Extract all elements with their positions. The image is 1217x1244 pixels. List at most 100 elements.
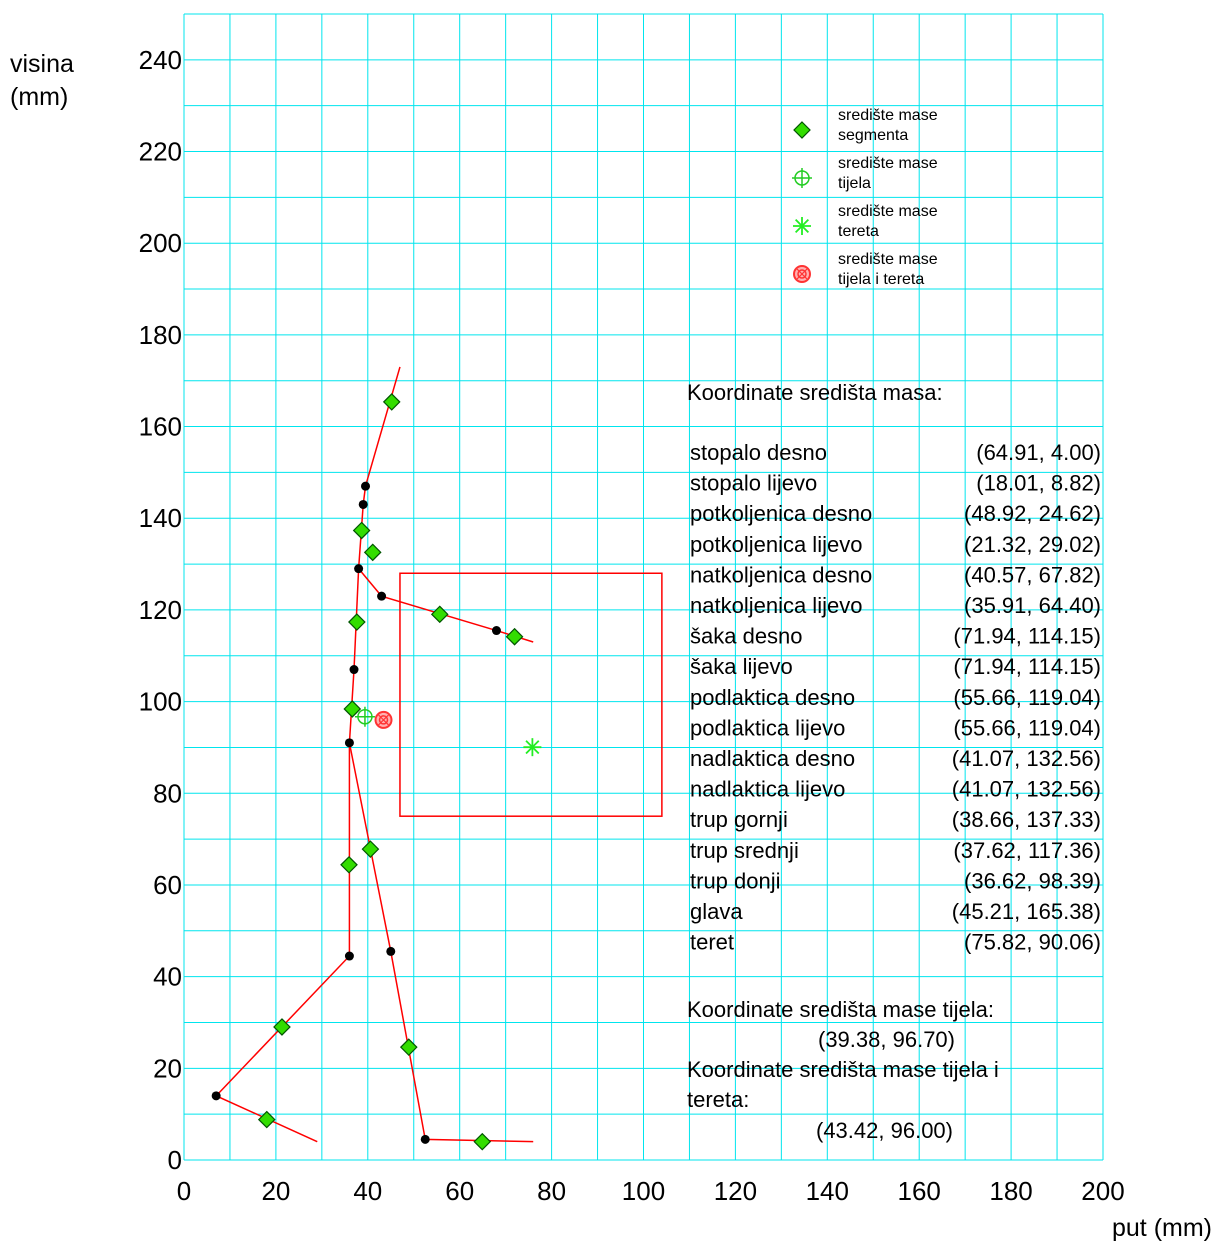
x-tick-label: 60: [445, 1176, 474, 1206]
coordinate-value: (38.66, 137.33): [952, 807, 1101, 832]
legend-target-icon: [793, 265, 811, 283]
joint-point: [211, 1091, 221, 1101]
coordinate-value: (48.92, 24.62): [964, 501, 1101, 526]
joint-point: [344, 951, 354, 961]
y-tick-label: 80: [153, 778, 182, 808]
x-tick-label: 100: [622, 1176, 665, 1206]
skeleton-line: [358, 568, 534, 643]
coordinate-value: (35.91, 64.40): [964, 593, 1101, 618]
coordinate-value: (71.94, 114.15): [953, 654, 1101, 679]
coordinate-value: (75.82, 90.06): [964, 930, 1101, 955]
body-com-title: Koordinate središta mase tijela:: [687, 997, 994, 1022]
joint-point: [361, 481, 371, 491]
y-tick-label: 40: [153, 962, 182, 992]
coordinate-name: trup srednji: [690, 838, 799, 863]
y-tick-label: 200: [139, 228, 182, 258]
joint-point: [344, 738, 354, 748]
tick-labels: 0 20 40 60 80 100 120 140 160 180 200 0 20 40 60 80 100 1…: [139, 45, 1125, 1206]
coordinate-name: teret: [690, 930, 734, 955]
y-tick-label: 240: [139, 45, 182, 75]
coordinate-name: potkoljenica lijevo: [690, 532, 862, 557]
load-box: [399, 572, 663, 817]
grid: [183, 13, 1104, 1161]
legend-star-icon: [793, 217, 811, 235]
coordinate-name: nadlaktica lijevo: [690, 777, 845, 802]
segment-com-point: [399, 1038, 418, 1056]
segment-com-point: [340, 855, 358, 874]
y-tick-label: 0: [168, 1145, 182, 1175]
y-tick-label: 100: [139, 687, 182, 717]
x-tick-label: 40: [353, 1176, 382, 1206]
segment-com-point: [430, 605, 449, 624]
coordinate-name: potkoljenica desno: [690, 501, 872, 526]
coordinate-name: trup gornji: [690, 807, 788, 832]
coordinate-name: natkoljenica desno: [690, 562, 872, 587]
segment-com-point: [273, 1018, 291, 1036]
coordinates-title: Koordinate središta masa:: [687, 380, 943, 405]
joint-point: [377, 591, 387, 601]
legend-label: tijela i tereta: [838, 271, 924, 288]
total-com-value: (43.42, 96.00): [816, 1118, 953, 1143]
coordinate-value: (55.66, 119.04): [953, 715, 1101, 740]
x-tick-label: 200: [1081, 1176, 1124, 1206]
coordinate-name: šaka lijevo: [690, 654, 793, 679]
load-box-rect: [399, 572, 663, 817]
legend-label: središte mase: [838, 107, 938, 124]
coordinates-panel: Koordinate središta masa: stopalo desno (6…: [687, 380, 1101, 1143]
x-tick-label: 140: [806, 1176, 849, 1206]
segment-com-point: [352, 521, 371, 540]
y-tick-label: 220: [139, 137, 182, 167]
joint-point: [491, 626, 501, 636]
segment-com-point: [382, 393, 401, 411]
total-com-title: tereta:: [687, 1087, 749, 1112]
x-tick-label: 80: [537, 1176, 566, 1206]
y-tick-label: 60: [153, 870, 182, 900]
segment-com-point: [348, 613, 366, 631]
x-tick-label: 20: [261, 1176, 290, 1206]
joint-point: [354, 564, 364, 574]
legend-label: segmenta: [838, 127, 908, 144]
coordinate-value: (55.66, 119.04): [953, 685, 1101, 710]
y-tick-label: 20: [153, 1053, 182, 1083]
coordinate-name: šaka desno: [690, 624, 803, 649]
coordinate-name: podlaktica desno: [690, 685, 855, 710]
y-tick-label: 160: [139, 412, 182, 442]
coordinate-value: (41.07, 132.56): [952, 777, 1101, 802]
legend-label: središte mase: [838, 251, 938, 268]
legend-label: tijela: [838, 175, 871, 192]
segment-com-point: [361, 840, 380, 858]
joint-point: [349, 665, 359, 675]
coordinate-value: (40.57, 67.82): [964, 562, 1101, 587]
segment-com-point: [505, 627, 524, 646]
joint-point: [358, 499, 368, 509]
legend: središte mase segmenta središte mase tijela…: [792, 107, 938, 288]
legend-label: središte mase: [838, 155, 938, 172]
legend-label: tereta: [838, 223, 879, 240]
coordinate-value: (64.91, 4.00): [976, 440, 1101, 465]
coordinate-value: (71.94, 114.15): [953, 624, 1101, 649]
coordinate-name: natkoljenica lijevo: [690, 593, 862, 618]
y-axis-label: (mm): [10, 83, 68, 111]
coordinate-name: stopalo lijevo: [690, 471, 817, 496]
skeleton-line: [214, 366, 401, 1143]
segment-com-point: [363, 543, 382, 562]
segment-com-point: [257, 1110, 276, 1129]
coordinate-value: (36.62, 98.39): [964, 868, 1101, 893]
coordinate-name: trup donji: [690, 868, 781, 893]
joint-point: [420, 1134, 430, 1144]
y-tick-label: 180: [139, 320, 182, 350]
total-com-title: Koordinate središta mase tijela i: [687, 1057, 999, 1082]
axis-labels: put (mm) visina (mm): [10, 50, 1212, 1242]
coordinate-name: nadlaktica desno: [690, 746, 855, 771]
coordinate-value: (18.01, 8.82): [976, 471, 1101, 496]
x-tick-label: 180: [989, 1176, 1032, 1206]
x-tick-label: 120: [714, 1176, 757, 1206]
x-tick-label: 0: [177, 1176, 191, 1206]
segment-com-point: [473, 1132, 492, 1151]
coordinate-value: (37.62, 117.36): [953, 838, 1101, 863]
coordinate-name: stopalo desno: [690, 440, 827, 465]
legend-diamond-icon: [793, 121, 811, 139]
coordinate-name: glava: [690, 899, 743, 924]
total-com-point: [374, 710, 393, 729]
